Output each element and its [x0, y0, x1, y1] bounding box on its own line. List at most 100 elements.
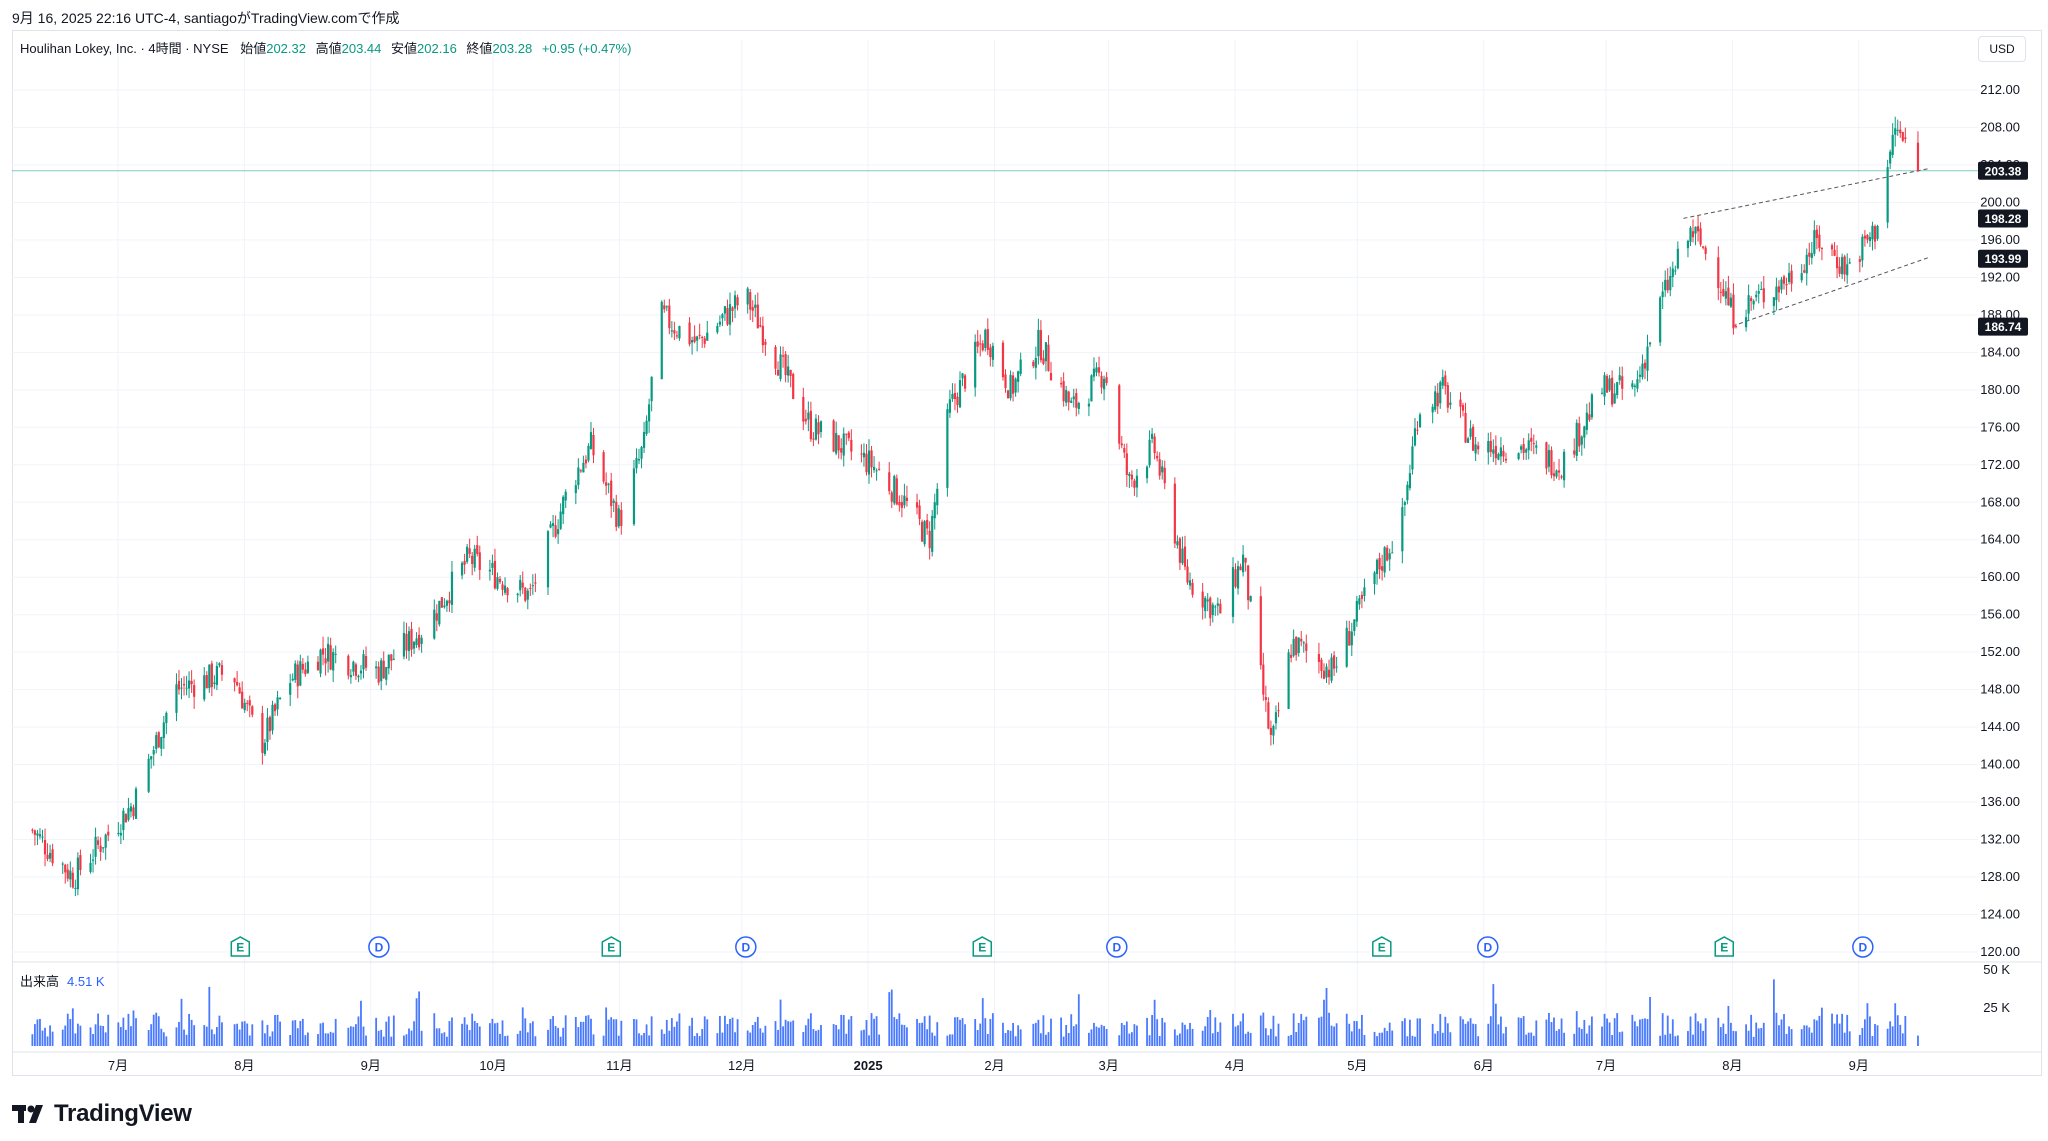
candle-body: [1214, 606, 1217, 608]
candle-body: [602, 452, 605, 482]
volume-bar: [670, 1018, 673, 1046]
candle-body: [817, 422, 820, 435]
candle-body: [289, 683, 292, 695]
candle-body: [1841, 257, 1844, 275]
event-letter: D: [1112, 941, 1121, 955]
candle-body: [1633, 385, 1636, 388]
candle-body: [860, 453, 863, 455]
volume-bar: [1088, 1032, 1090, 1046]
earnings-event-icon[interactable]: E: [601, 936, 622, 957]
time-tick-label: 11月: [606, 1058, 633, 1073]
dividend-marker-shape: [1106, 936, 1128, 958]
candle-body: [1277, 710, 1280, 712]
candle-body: [893, 476, 896, 504]
candle-body: [1378, 558, 1381, 570]
candle-body: [46, 854, 49, 859]
volume-bar: [150, 1024, 153, 1046]
candle-body: [1894, 128, 1897, 135]
volume-bar: [640, 1035, 643, 1046]
volume-bar: [524, 1018, 527, 1046]
candle-body: [1585, 412, 1588, 430]
volume-bar: [152, 1014, 155, 1046]
candle-body: [749, 292, 752, 310]
candle-body: [716, 325, 719, 333]
candle-body: [579, 470, 582, 472]
trend-line: [1683, 168, 1929, 219]
volume-bar: [1704, 1018, 1707, 1046]
dividend-event-icon[interactable]: D: [1477, 936, 1499, 958]
candle-body: [1535, 445, 1538, 448]
candle-body: [1555, 470, 1558, 477]
candle-body: [1671, 268, 1674, 278]
volume-bar: [559, 1036, 562, 1046]
volume-bar: [592, 1034, 595, 1046]
volume-bar: [1464, 1023, 1467, 1046]
candle-body: [1674, 270, 1677, 272]
candle-body: [402, 632, 406, 657]
candle-body: [1666, 279, 1669, 291]
dividend-event-icon[interactable]: D: [1852, 936, 1874, 958]
volume-bar: [1090, 1029, 1093, 1046]
volume-bar: [751, 1025, 754, 1046]
price-label-text: 203.38: [1985, 164, 2022, 178]
volume-bar: [1497, 1024, 1500, 1046]
candle-body: [476, 545, 479, 554]
candle-body: [1241, 554, 1245, 573]
tradingview-logo[interactable]: TradingView: [12, 1098, 192, 1130]
volume-bar: [1732, 1030, 1735, 1046]
candle-body: [1727, 287, 1730, 306]
earnings-event-icon[interactable]: E: [972, 936, 993, 957]
dividend-event-icon[interactable]: D: [368, 936, 390, 958]
candle-body: [1611, 377, 1614, 405]
volume-bar: [746, 1030, 749, 1046]
volume-bar: [1206, 1016, 1209, 1046]
candle-body: [1234, 569, 1237, 587]
earnings-event-icon[interactable]: E: [1714, 936, 1734, 957]
earnings-event-icon[interactable]: E: [1372, 936, 1392, 957]
volume-bar: [1838, 1023, 1841, 1046]
candle-body: [931, 515, 934, 552]
volume-bar: [1719, 1027, 1722, 1046]
candle-body: [1014, 378, 1017, 393]
volume-bar: [1730, 1022, 1732, 1046]
candle-body: [76, 857, 79, 890]
volume-bar: [870, 1013, 873, 1046]
volume-bar: [1133, 1024, 1136, 1046]
candle-body: [1499, 447, 1503, 457]
dividend-event-icon[interactable]: D: [735, 936, 757, 958]
earnings-event-icon[interactable]: E: [230, 936, 251, 957]
open-label: 始値: [240, 41, 267, 56]
volume-bar: [1459, 1016, 1462, 1046]
volume-bar: [433, 1013, 436, 1046]
volume-bar: [612, 1019, 615, 1046]
volume-bar: [504, 1036, 506, 1046]
price-label-text: 193.99: [1985, 252, 2022, 266]
candle-body: [43, 840, 47, 855]
volume-bar: [435, 1028, 438, 1046]
volume-bar: [1330, 1025, 1333, 1046]
price-label-box: [1978, 161, 2028, 180]
volume-bar: [1297, 1023, 1300, 1046]
volume-bar: [1467, 1021, 1469, 1046]
volume-bar: [1355, 1021, 1358, 1046]
volume-bar: [1805, 1025, 1808, 1046]
dividend-event-icon[interactable]: D: [1106, 936, 1128, 958]
candle-body: [354, 664, 358, 676]
candle-body: [294, 663, 297, 680]
candle-body: [933, 502, 936, 519]
candle-body: [1375, 559, 1379, 575]
volume-bar: [1181, 1022, 1184, 1046]
candle-body: [306, 661, 309, 673]
candle-body: [637, 459, 641, 461]
candle-body: [1866, 234, 1869, 240]
volume-bar: [923, 1016, 926, 1046]
volume-bar: [443, 1032, 446, 1046]
candle-body: [1348, 631, 1351, 646]
volume-bar: [665, 1019, 668, 1046]
currency-button[interactable]: USD: [1978, 36, 2026, 62]
candle-body: [450, 571, 454, 605]
candle-body: [1287, 652, 1290, 709]
volume-bar: [162, 1032, 165, 1046]
volume-bar: [473, 1021, 476, 1046]
